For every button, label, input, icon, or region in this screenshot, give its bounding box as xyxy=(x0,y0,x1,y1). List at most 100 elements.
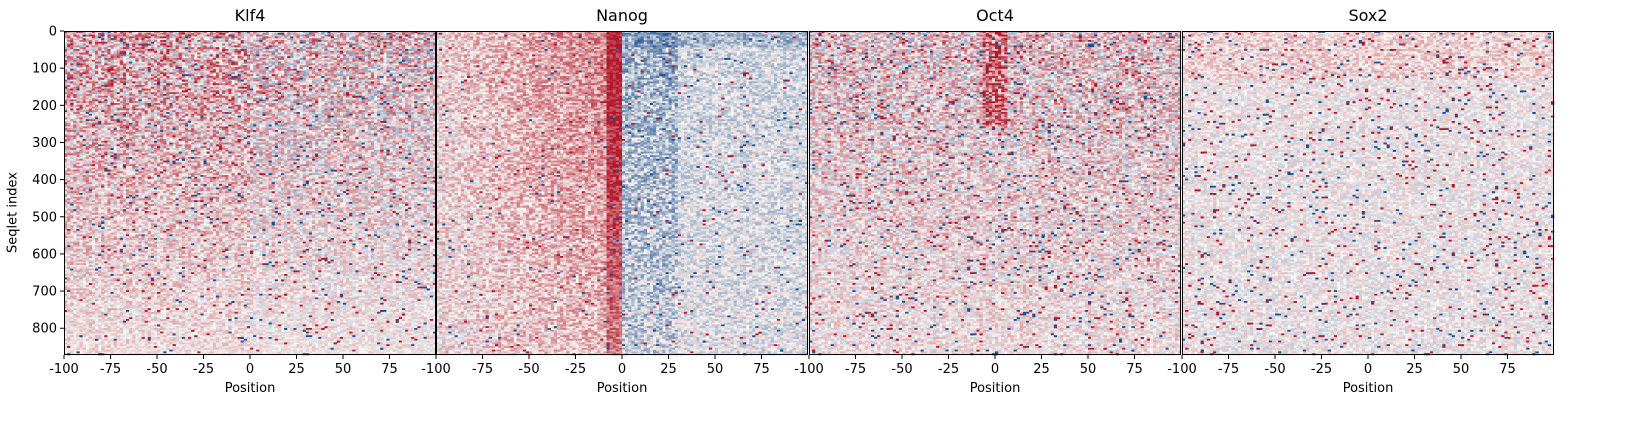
heatmap-cell xyxy=(284,49,287,51)
heatmap-cell xyxy=(337,54,340,56)
heatmap-cell xyxy=(225,56,228,58)
heatmap-cell xyxy=(266,45,269,47)
heatmap-cell xyxy=(331,51,334,53)
heatmap-cell xyxy=(281,60,284,62)
heatmap-cell xyxy=(157,58,160,60)
heatmap-cell xyxy=(238,40,241,42)
heatmap-cell xyxy=(185,54,188,56)
heatmap-cell xyxy=(269,54,272,56)
heatmap-cell xyxy=(107,63,110,65)
heatmap-cell xyxy=(424,40,427,42)
heatmap-cell xyxy=(129,35,132,37)
heatmap-cell xyxy=(138,54,141,56)
heatmap-cell xyxy=(123,44,126,46)
heatmap-cell xyxy=(188,58,191,60)
heatmap-cell xyxy=(169,38,172,40)
heatmap-cell xyxy=(104,54,107,56)
heatmap-cell xyxy=(73,40,76,42)
heatmap-cell xyxy=(241,40,244,42)
heatmap-cell xyxy=(132,58,135,60)
heatmap-cell xyxy=(393,44,396,46)
heatmap-cell xyxy=(166,36,169,38)
heatmap-cell xyxy=(259,47,262,49)
heatmap-cell xyxy=(318,56,321,58)
heatmap-cell xyxy=(151,58,154,60)
heatmap-cell xyxy=(179,44,182,46)
heatmap-cell xyxy=(343,35,346,37)
heatmap-cell xyxy=(300,53,303,55)
heatmap-cell xyxy=(380,54,383,56)
heatmap-cell xyxy=(145,42,148,44)
heatmap-cell xyxy=(244,56,247,58)
heatmap-cell xyxy=(83,58,86,60)
heatmap-cell xyxy=(399,58,402,60)
heatmap-cell xyxy=(83,62,86,64)
heatmap-cell xyxy=(411,60,414,62)
heatmap-cell xyxy=(340,40,343,42)
heatmap-cell xyxy=(235,45,238,47)
heatmap-cell xyxy=(393,47,396,49)
heatmap-cell xyxy=(352,40,355,42)
heatmap-cell xyxy=(343,51,346,53)
heatmap-cell xyxy=(138,45,141,47)
heatmap-cell xyxy=(371,33,374,35)
heatmap-cell xyxy=(104,33,107,35)
heatmap-cell xyxy=(386,54,389,56)
heatmap-cell xyxy=(352,63,355,65)
heatmap-cell xyxy=(135,58,138,60)
heatmap-cell xyxy=(117,35,120,37)
heatmap-cell xyxy=(250,44,253,46)
heatmap-cell xyxy=(207,56,210,58)
heatmap-cell xyxy=(312,53,315,55)
heatmap-cell xyxy=(421,51,424,53)
heatmap-cell xyxy=(331,56,334,58)
heatmap-cell xyxy=(204,56,207,58)
heatmap-cell xyxy=(154,44,157,46)
heatmap-cell xyxy=(67,42,70,44)
heatmap-cell xyxy=(321,42,324,44)
heatmap-cell xyxy=(185,44,188,46)
heatmap-cell xyxy=(194,49,197,51)
heatmap-cell xyxy=(107,36,110,38)
heatmap-cell xyxy=(284,36,287,38)
heatmap-cell xyxy=(80,63,83,65)
heatmap-cell xyxy=(253,51,256,53)
heatmap-cell xyxy=(355,35,358,37)
heatmap-cell xyxy=(414,53,417,55)
heatmap-cell xyxy=(346,44,349,46)
heatmap-cell xyxy=(83,35,86,37)
heatmap-cell xyxy=(126,62,129,64)
heatmap-cell xyxy=(365,49,368,51)
heatmap-cell xyxy=(337,45,340,47)
heatmap-cell xyxy=(197,40,200,42)
heatmap-cell xyxy=(383,51,386,53)
heatmap-cell xyxy=(309,40,312,42)
heatmap-cell xyxy=(414,38,417,40)
heatmap-cell xyxy=(334,62,337,64)
heatmap-cell xyxy=(222,44,225,46)
heatmap-cell xyxy=(300,47,303,49)
heatmap-cell xyxy=(303,33,306,35)
heatmap-cell xyxy=(169,58,172,60)
heatmap-cell xyxy=(86,33,89,35)
heatmap-cell xyxy=(194,63,197,65)
heatmap-cell xyxy=(430,35,433,37)
heatmap-cell xyxy=(151,62,154,64)
heatmap-cell xyxy=(430,42,433,44)
heatmap-cell xyxy=(70,56,73,58)
heatmap-cell xyxy=(315,60,318,62)
heatmap-cell xyxy=(166,53,169,55)
heatmap-cell xyxy=(86,53,89,55)
heatmap-cell xyxy=(390,44,393,46)
heatmap-cell xyxy=(188,56,191,58)
heatmap-cell xyxy=(126,45,129,47)
heatmap-cell xyxy=(67,56,70,58)
heatmap-cell xyxy=(76,42,79,44)
heatmap-cell xyxy=(417,47,420,49)
heatmap-cell xyxy=(324,40,327,42)
heatmap-cell xyxy=(148,40,151,42)
heatmap-cell xyxy=(355,38,358,40)
heatmap-cell xyxy=(101,33,104,35)
heatmap-cell xyxy=(250,38,253,40)
heatmap-cell xyxy=(303,40,306,42)
